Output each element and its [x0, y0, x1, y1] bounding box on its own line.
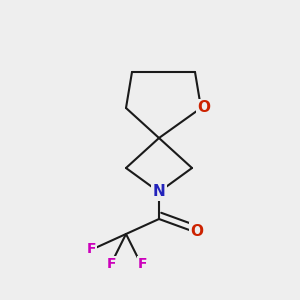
Text: O: O: [197, 100, 211, 116]
Text: F: F: [106, 257, 116, 271]
Text: F: F: [87, 242, 96, 256]
Text: O: O: [190, 224, 203, 238]
Text: N: N: [153, 184, 165, 200]
Text: F: F: [138, 257, 147, 271]
